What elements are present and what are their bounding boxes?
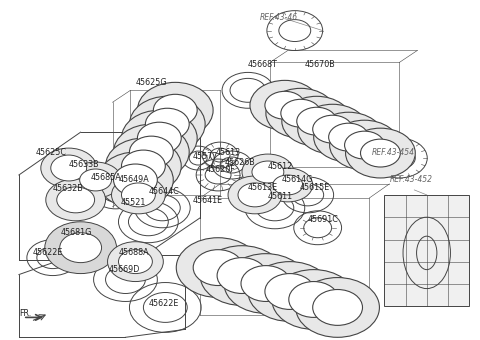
Text: 45613: 45613 — [216, 148, 241, 157]
Text: 45669D: 45669D — [108, 265, 140, 274]
Text: 45691C: 45691C — [308, 215, 338, 224]
Ellipse shape — [119, 250, 152, 274]
Text: 45625C: 45625C — [36, 148, 67, 157]
Ellipse shape — [360, 139, 400, 167]
Text: 45622E: 45622E — [148, 300, 179, 308]
Ellipse shape — [45, 222, 117, 274]
Ellipse shape — [60, 233, 102, 262]
Ellipse shape — [265, 274, 315, 309]
Text: 45577: 45577 — [192, 152, 218, 161]
Text: REF.43-46: REF.43-46 — [260, 13, 298, 22]
Ellipse shape — [224, 254, 308, 313]
Text: 45633B: 45633B — [69, 160, 99, 169]
Ellipse shape — [266, 88, 336, 138]
Text: 45521: 45521 — [120, 198, 146, 207]
Ellipse shape — [273, 175, 303, 195]
Ellipse shape — [289, 282, 338, 318]
Text: 45611: 45611 — [268, 192, 293, 201]
Ellipse shape — [248, 261, 332, 321]
Text: 45644C: 45644C — [148, 187, 179, 196]
Text: 45668T: 45668T — [248, 61, 278, 69]
Ellipse shape — [241, 266, 291, 302]
Ellipse shape — [51, 155, 86, 181]
Text: 45688A: 45688A — [119, 248, 149, 257]
Text: 45632B: 45632B — [53, 184, 84, 193]
Text: 45681G: 45681G — [61, 228, 92, 237]
Ellipse shape — [200, 246, 284, 305]
Ellipse shape — [80, 169, 111, 191]
Ellipse shape — [263, 168, 312, 202]
Ellipse shape — [217, 258, 267, 293]
Text: FR.: FR. — [19, 309, 31, 319]
Ellipse shape — [312, 115, 352, 143]
Ellipse shape — [46, 179, 106, 221]
Ellipse shape — [176, 238, 260, 298]
Text: 45615E: 45615E — [300, 183, 330, 192]
Ellipse shape — [41, 148, 96, 188]
Ellipse shape — [106, 138, 181, 194]
Ellipse shape — [130, 96, 205, 152]
Text: 45641E: 45641E — [192, 196, 222, 205]
Ellipse shape — [121, 110, 197, 166]
Ellipse shape — [193, 250, 243, 286]
Ellipse shape — [137, 82, 213, 138]
Ellipse shape — [97, 152, 173, 208]
Ellipse shape — [121, 150, 165, 182]
Ellipse shape — [346, 128, 415, 178]
Ellipse shape — [250, 80, 320, 130]
Ellipse shape — [296, 277, 379, 337]
Text: 45649A: 45649A — [119, 175, 149, 184]
Ellipse shape — [228, 176, 282, 214]
Ellipse shape — [108, 242, 163, 282]
Bar — [384, 195, 469, 306]
Ellipse shape — [312, 289, 362, 325]
Ellipse shape — [111, 176, 165, 214]
Ellipse shape — [130, 136, 173, 168]
Ellipse shape — [153, 94, 197, 126]
Ellipse shape — [137, 122, 181, 154]
Text: REF.43-454: REF.43-454 — [372, 148, 414, 157]
Ellipse shape — [297, 107, 336, 135]
Text: 45685A: 45685A — [91, 173, 121, 182]
Text: 45613E: 45613E — [248, 183, 278, 192]
Ellipse shape — [282, 96, 351, 146]
Ellipse shape — [345, 131, 384, 159]
Ellipse shape — [57, 187, 95, 213]
Text: 45614G: 45614G — [282, 175, 313, 184]
Text: 45670B: 45670B — [305, 61, 336, 69]
Text: 45622E: 45622E — [33, 248, 63, 257]
Ellipse shape — [121, 183, 156, 207]
Ellipse shape — [298, 104, 368, 154]
Ellipse shape — [145, 108, 189, 140]
Text: 45626B: 45626B — [225, 158, 256, 167]
Ellipse shape — [113, 164, 157, 196]
Ellipse shape — [330, 120, 399, 170]
Ellipse shape — [281, 99, 321, 127]
Ellipse shape — [272, 270, 356, 329]
Ellipse shape — [252, 161, 284, 183]
Ellipse shape — [113, 124, 189, 180]
Ellipse shape — [329, 123, 369, 151]
Text: 45612: 45612 — [268, 162, 293, 171]
Text: 45625G: 45625G — [135, 79, 167, 87]
Ellipse shape — [238, 183, 272, 207]
Ellipse shape — [242, 154, 294, 190]
Text: 45620F: 45620F — [205, 165, 235, 174]
Ellipse shape — [70, 162, 121, 198]
Text: REF.43-452: REF.43-452 — [389, 175, 432, 184]
Ellipse shape — [265, 91, 305, 119]
Ellipse shape — [314, 112, 384, 162]
